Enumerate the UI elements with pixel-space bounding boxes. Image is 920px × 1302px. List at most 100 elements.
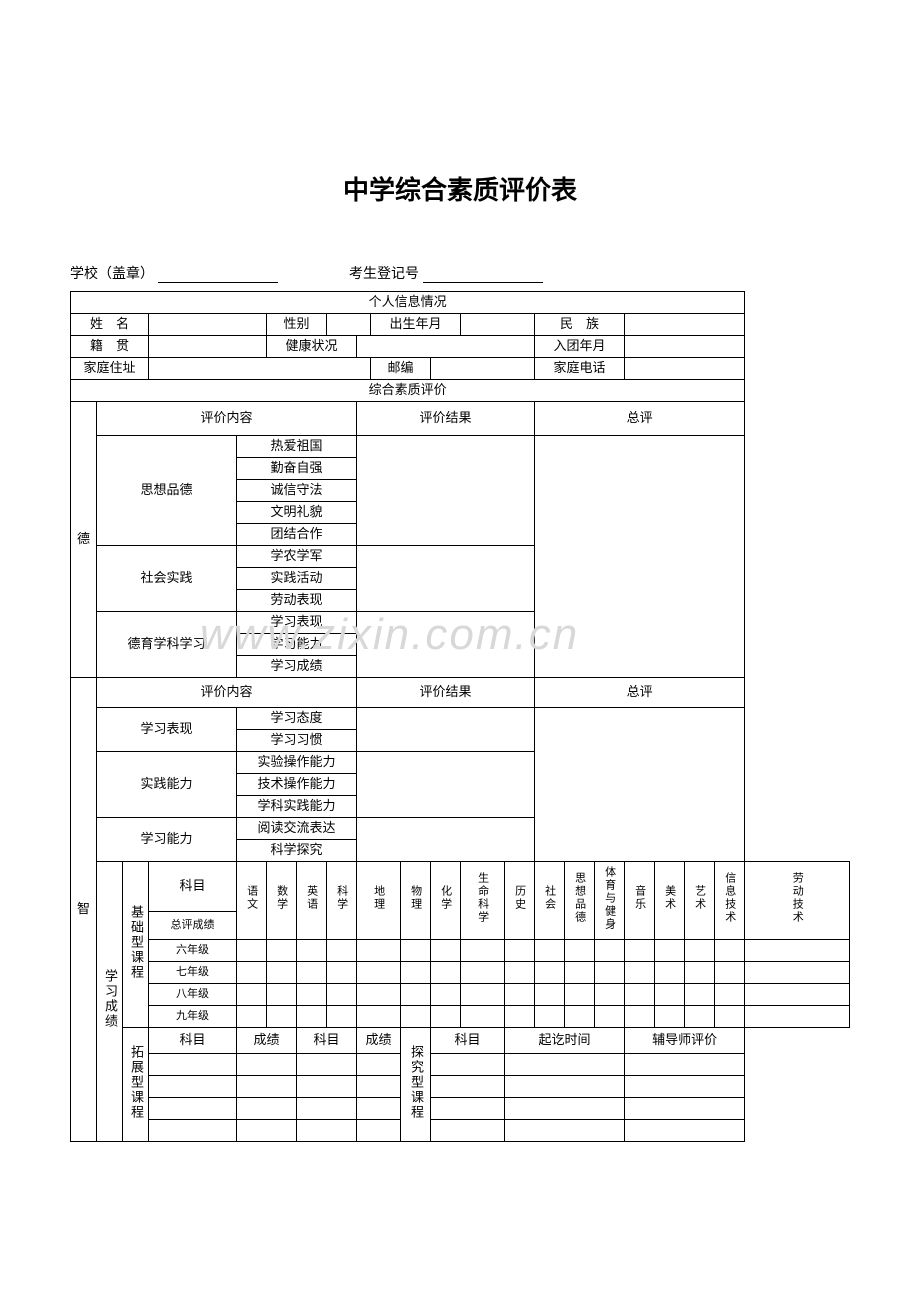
lbl-gender: 性别 [267, 314, 327, 336]
lbl-health: 健康状况 [267, 336, 357, 358]
subj-5: 物理 [401, 862, 431, 940]
exp-tutor-hdr: 辅导师评价 [625, 1028, 745, 1054]
de-g1-2: 诚信守法 [237, 480, 357, 502]
de-g3: 德育学科学习 [97, 612, 237, 678]
ext-label: 拓展型课程 [123, 1028, 149, 1142]
lbl-address: 家庭住址 [71, 358, 149, 380]
de-g1-1: 勤奋自强 [237, 458, 357, 480]
zhi-g2-1: 技术操作能力 [237, 774, 357, 796]
lbl-origin: 籍 贯 [71, 336, 149, 358]
de-g3-1: 学习能力 [237, 634, 357, 656]
de-g1-result [357, 436, 535, 546]
reg-blank [423, 269, 543, 283]
val-origin [149, 336, 267, 358]
de-label: 德 [71, 402, 97, 678]
ext-score-hdr: 成绩 [237, 1028, 297, 1054]
subj-11: 体育与健身 [595, 862, 625, 940]
de-g2: 社会实践 [97, 546, 237, 612]
school-label: 学校（盖章） [70, 267, 154, 282]
val-phone [625, 358, 745, 380]
subj-2: 英语 [297, 862, 327, 940]
zhi-g2-0: 实验操作能力 [237, 752, 357, 774]
zhi-g1: 学习表现 [97, 708, 237, 752]
zhi-g3-result [357, 818, 535, 862]
lbl-ethnic: 民 族 [535, 314, 625, 336]
de-g1: 思想品德 [97, 436, 237, 546]
val-name [149, 314, 267, 336]
grade-2: 八年级 [149, 984, 237, 1006]
val-ethnic [625, 314, 745, 336]
val-join [625, 336, 745, 358]
lbl-name: 姓 名 [71, 314, 149, 336]
de-g1-3: 文明礼貌 [237, 502, 357, 524]
val-gender [327, 314, 371, 336]
zhi-g3: 学习能力 [97, 818, 237, 862]
subj-13: 美术 [655, 862, 685, 940]
lbl-birth: 出生年月 [371, 314, 461, 336]
subj-16: 劳动技术 [745, 862, 850, 940]
subj-10: 思想品德 [565, 862, 595, 940]
score-label: 学习成绩 [97, 862, 123, 1142]
section-personal: 个人信息情况 [71, 292, 745, 314]
evaluation-table: 个人信息情况 姓 名 性别 出生年月 民 族 籍 贯 健康状况 入团年月 家庭住… [70, 291, 850, 1142]
de-g2-2: 劳动表现 [237, 590, 357, 612]
zhi-g1-result [357, 708, 535, 752]
zhi-label: 智 [71, 678, 97, 1142]
de-result-hdr: 评价结果 [357, 402, 535, 436]
de-g3-0: 学习表现 [237, 612, 357, 634]
basic-label: 基础型课程 [123, 862, 149, 1028]
subj-0: 语文 [237, 862, 267, 940]
subj-14: 艺术 [685, 862, 715, 940]
school-blank [158, 269, 278, 283]
subj-15: 信息技术 [715, 862, 745, 940]
ext-subj-hdr: 科目 [149, 1028, 237, 1054]
grade-1: 七年级 [149, 962, 237, 984]
grade-0: 六年级 [149, 940, 237, 962]
subj-12: 音乐 [625, 862, 655, 940]
exp-subj-hdr: 科目 [431, 1028, 505, 1054]
reg-label: 考生登记号 [349, 267, 419, 282]
grade-3: 九年级 [149, 1006, 237, 1028]
de-summary [535, 436, 745, 678]
subj-7: 生命科学 [461, 862, 505, 940]
exp-label: 探究型课程 [401, 1028, 431, 1142]
de-content-hdr: 评价内容 [97, 402, 357, 436]
val-address [149, 358, 371, 380]
subj-9: 社会 [535, 862, 565, 940]
page-title: 中学综合素质评价表 [70, 170, 850, 207]
subj-8: 历史 [505, 862, 535, 940]
zhi-g1-0: 学习态度 [237, 708, 357, 730]
zhi-g2-2: 学科实践能力 [237, 796, 357, 818]
lbl-phone: 家庭电话 [535, 358, 625, 380]
ext-score-hdr2: 成绩 [357, 1028, 401, 1054]
zhi-g3-0: 阅读交流表达 [237, 818, 357, 840]
zhi-summary [535, 708, 745, 862]
section-eval: 综合素质评价 [71, 380, 745, 402]
de-g3-2: 学习成绩 [237, 656, 357, 678]
subj-4: 地理 [357, 862, 401, 940]
val-birth [461, 314, 535, 336]
zhi-g2-result [357, 752, 535, 818]
subj-6: 化学 [431, 862, 461, 940]
subject-hdr: 科目 [149, 862, 237, 912]
zhi-summary-hdr: 总评 [535, 678, 745, 708]
de-g1-0: 热爱祖国 [237, 436, 357, 458]
header-line: 学校（盖章） 考生登记号 [70, 263, 850, 283]
lbl-zip: 邮编 [371, 358, 431, 380]
subj-3: 科学 [327, 862, 357, 940]
total-hdr: 总评成绩 [149, 912, 237, 940]
de-summary-hdr: 总评 [535, 402, 745, 436]
de-g3-result [357, 612, 535, 678]
de-g2-0: 学农学军 [237, 546, 357, 568]
val-health [357, 336, 535, 358]
ext-subj-hdr2: 科目 [297, 1028, 357, 1054]
zhi-g3-1: 科学探究 [237, 840, 357, 862]
zhi-g2: 实践能力 [97, 752, 237, 818]
lbl-join: 入团年月 [535, 336, 625, 358]
de-g2-1: 实践活动 [237, 568, 357, 590]
subj-1: 数学 [267, 862, 297, 940]
zhi-g1-1: 学习习惯 [237, 730, 357, 752]
zhi-content-hdr: 评价内容 [97, 678, 357, 708]
de-g2-result [357, 546, 535, 612]
exp-time-hdr: 起讫时间 [505, 1028, 625, 1054]
